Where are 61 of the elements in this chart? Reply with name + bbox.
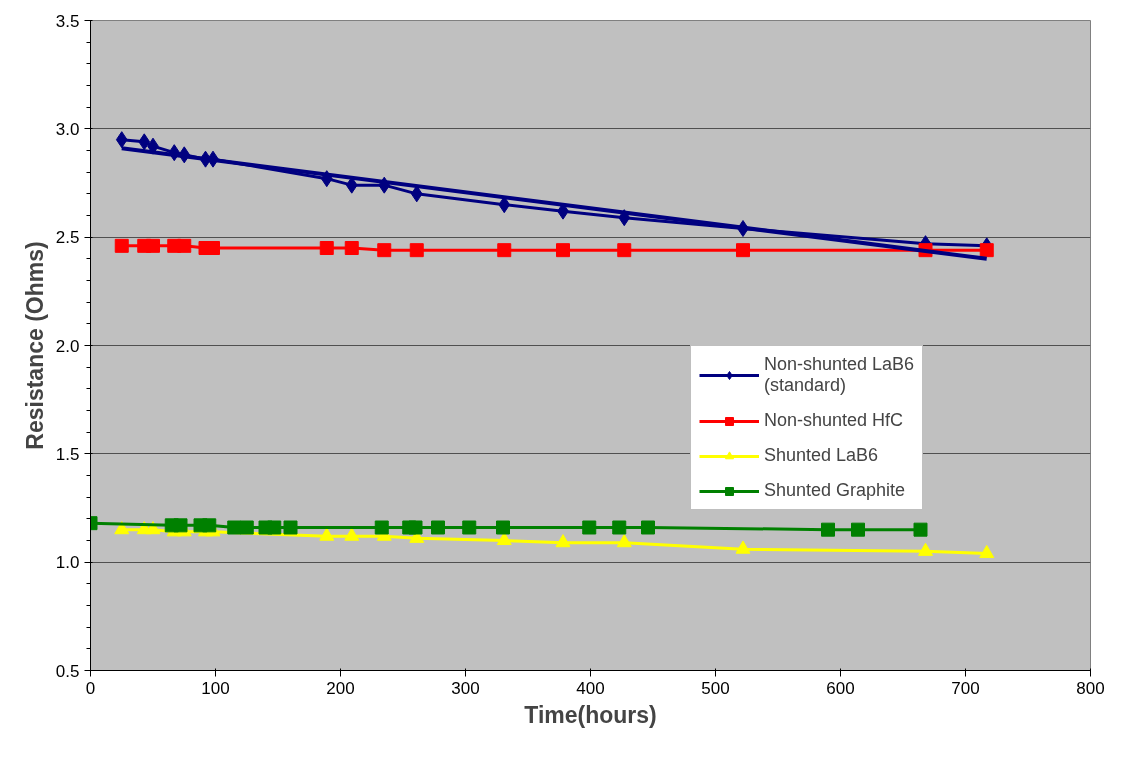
point xyxy=(177,238,192,253)
point xyxy=(979,243,994,258)
legend-label: Shunted Graphite xyxy=(764,480,906,501)
legend-label: Non-shunted LaB6 (standard) xyxy=(764,354,915,396)
x-tick-label: 700 xyxy=(951,678,980,698)
x-tick-label: 0 xyxy=(85,678,96,698)
legend-label: Shunted LaB6 xyxy=(764,445,879,466)
x-tick-label: 200 xyxy=(326,678,355,698)
point xyxy=(283,520,298,535)
point xyxy=(736,243,750,258)
point xyxy=(409,243,424,258)
point xyxy=(239,520,254,535)
point xyxy=(821,522,835,537)
point xyxy=(918,542,933,556)
point xyxy=(202,518,217,533)
point xyxy=(616,534,632,548)
legend-label: Non-shunted HfC xyxy=(764,410,904,431)
point xyxy=(979,544,995,559)
point xyxy=(377,243,392,258)
point xyxy=(555,534,571,548)
y-tick-label: 0.5 xyxy=(55,661,80,681)
point xyxy=(735,540,751,554)
point xyxy=(410,185,423,203)
point xyxy=(114,238,129,253)
point xyxy=(497,243,512,258)
y-tick-label: 1.5 xyxy=(55,444,80,464)
y-tick-label: 2.5 xyxy=(55,228,80,248)
point xyxy=(641,520,655,535)
x-tick-label: 400 xyxy=(576,678,605,698)
point xyxy=(617,243,632,258)
point xyxy=(913,522,928,537)
point xyxy=(556,243,570,258)
point xyxy=(496,520,510,535)
y-tick-label: 3.0 xyxy=(55,119,80,139)
point xyxy=(408,520,423,535)
point xyxy=(462,520,477,535)
x-tick-label: 500 xyxy=(701,678,730,698)
point xyxy=(612,520,627,535)
point xyxy=(344,527,360,541)
point xyxy=(115,131,128,149)
x-tick-label: 300 xyxy=(451,678,480,698)
point xyxy=(431,520,445,535)
point xyxy=(344,241,359,255)
x-tick-label: 100 xyxy=(201,678,230,698)
point xyxy=(173,518,188,533)
y-tick-label: 3.5 xyxy=(55,11,80,31)
x-axis-title: Time(hours) xyxy=(524,701,657,728)
point xyxy=(146,238,160,253)
point xyxy=(851,522,865,537)
point xyxy=(227,520,242,535)
point xyxy=(374,520,389,535)
y-axis-title: Resistance (Ohms) xyxy=(21,241,48,450)
x-tick-label: 600 xyxy=(826,678,855,698)
y-tick-label: 1.0 xyxy=(55,553,80,573)
point xyxy=(319,241,334,255)
point xyxy=(319,527,335,541)
point xyxy=(138,133,151,151)
point xyxy=(267,520,282,535)
x-tick-label: 800 xyxy=(1076,678,1105,698)
y-tick-label: 2.0 xyxy=(55,336,80,356)
point xyxy=(582,520,597,535)
